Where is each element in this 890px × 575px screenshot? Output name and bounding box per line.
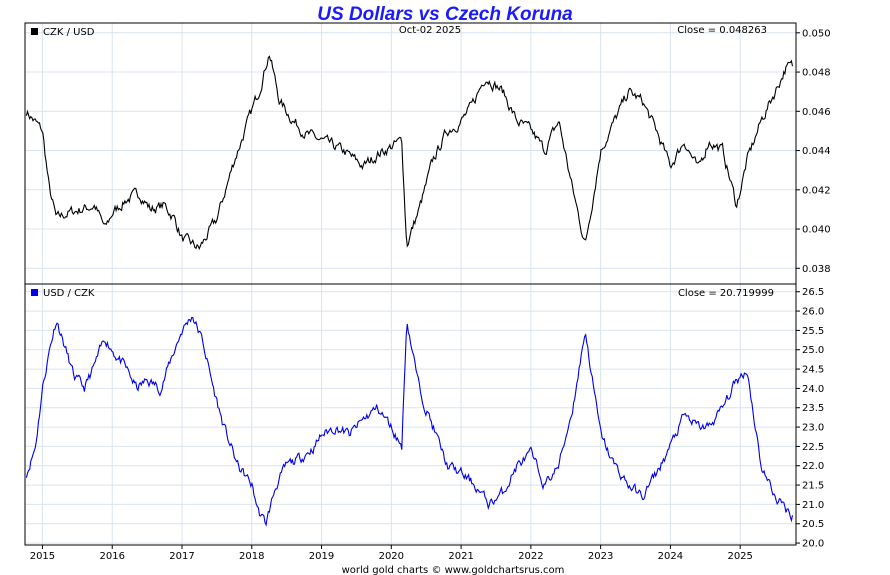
czk-usd-y-axis: 0.050 0.048 0.046 0.044 0.042 0.040 0.038 [796,28,831,275]
y-tick-label: 0.048 [802,68,831,79]
usd-czk-y-axis: 26.5 26.0 25.5 25.0 24.5 24.0 23.5 23.0 22.5 22.0… [796,287,824,550]
usd-czk-frame [24,283,797,546]
y-tick-label: 21.0 [802,500,824,511]
y-tick-label: 0.040 [802,225,831,236]
y-tick-label: 23.5 [802,403,824,414]
x-tick-label: 2016 [99,551,124,562]
czk-usd-close-label: Close = 0.048263 [677,25,767,36]
usd-czk-line [25,317,794,527]
y-tick-label: 23.0 [802,423,824,434]
y-tick-label: 24.0 [802,384,824,395]
y-tick-label: 20.0 [802,539,824,550]
y-tick-label: 0.044 [802,146,831,157]
y-tick-label: 22.0 [802,461,824,472]
usd-czk-panel: USD / CZK Close = 20.719999 26.5 26.0 25.5… [24,283,824,550]
y-tick-label: 22.5 [802,442,824,453]
x-axis: 2015 2016 2017 2018 2019 2020 2021 2022 2023 2024… [30,545,753,562]
y-tick-label: 26.0 [802,307,824,318]
y-tick-label: 26.5 [802,287,824,298]
x-tick-label: 2020 [379,551,404,562]
czk-usd-legend-swatch [31,28,38,35]
usd-czk-close-label: Close = 20.719999 [678,288,774,299]
x-tick-label: 2022 [518,551,543,562]
y-tick-label: 25.0 [802,345,824,356]
footer-credit: world gold charts © www.goldchartsrus.co… [342,565,565,575]
y-tick-label: 0.038 [802,264,831,275]
x-tick-label: 2024 [658,551,683,562]
x-tick-label: 2025 [727,551,752,562]
czk-usd-panel: CZK / USD Oct-02 2025 Close = 0.048263 0… [24,22,831,285]
y-tick-label: 0.046 [802,107,831,118]
czk-usd-frame [24,22,797,285]
x-tick-label: 2023 [588,551,613,562]
x-tick-label: 2018 [239,551,264,562]
x-tick-label: 2021 [448,551,473,562]
usd-czk-legend-swatch [31,289,38,296]
y-tick-label: 0.042 [802,185,831,196]
czk-usd-legend-label: CZK / USD [43,27,95,38]
chart-date: Oct-02 2025 [399,25,461,36]
chart-title: US Dollars vs Czech Koruna [317,4,573,25]
x-tick-label: 2019 [309,551,334,562]
usd-czk-legend-label: USD / CZK [43,288,95,299]
y-tick-label: 20.5 [802,519,824,530]
czk-usd-grid [25,23,796,284]
x-tick-label: 2017 [169,551,194,562]
x-tick-label: 2015 [30,551,55,562]
usd-czk-grid [25,284,796,545]
y-tick-label: 21.5 [802,481,824,492]
czk-usd-line [25,55,794,251]
y-tick-label: 0.050 [802,28,831,39]
y-tick-label: 25.5 [802,326,824,337]
y-tick-label: 24.5 [802,365,824,376]
